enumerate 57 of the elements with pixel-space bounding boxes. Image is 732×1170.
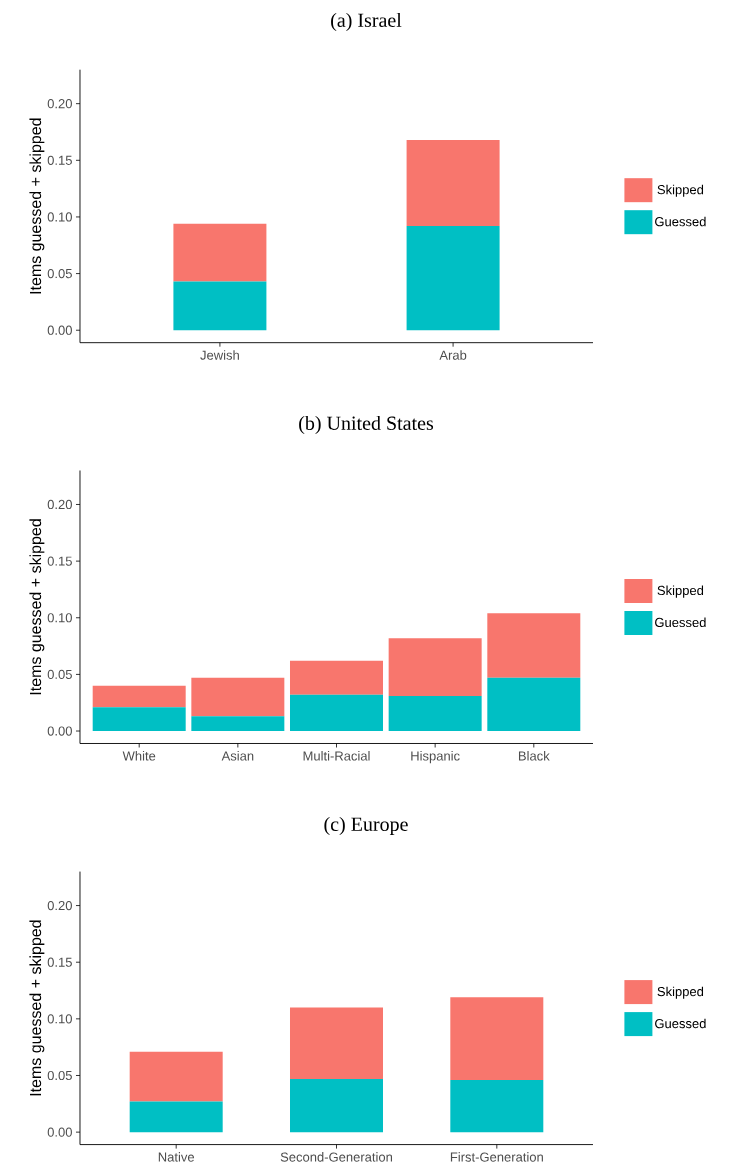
y-tick-label: 0.05	[47, 268, 72, 279]
bar	[388, 638, 482, 696]
y-tick-label: 0.15	[47, 556, 72, 566]
y-tick-label: 0.20	[47, 99, 72, 109]
x-tick-label: Jewish	[200, 350, 239, 360]
bar	[290, 694, 383, 732]
x-tick-label: Second-Generation	[280, 1152, 393, 1162]
bar	[129, 1051, 223, 1102]
y-tick-label: 0.10	[47, 1014, 72, 1024]
bar	[191, 716, 285, 732]
legend-label: Guessed	[655, 617, 706, 628]
legend-label: Guessed	[655, 216, 706, 227]
y-tick-label: 0.15	[47, 155, 72, 165]
y-axis-title: Items guessed + skipped	[29, 118, 45, 294]
y-tick-label: 0.05	[47, 1070, 72, 1081]
y-tick-label: 0.15	[47, 957, 72, 967]
y-tick-label: 0.00	[47, 325, 72, 335]
bar	[129, 1101, 223, 1133]
chart-title: (b) United States	[299, 415, 434, 435]
y-tick-label: 0.10	[47, 613, 72, 623]
y-tick-label: 0.00	[47, 726, 72, 736]
x-tick-label: Native	[158, 1152, 195, 1162]
x-tick-label: Asian	[221, 751, 254, 761]
y-tick-label: 0.00	[47, 1127, 72, 1137]
bar	[173, 281, 267, 331]
bar	[450, 1080, 544, 1133]
y-tick-label: 0.20	[47, 499, 72, 510]
x-tick-label: Arab	[439, 350, 467, 360]
x-tick-label: White	[122, 751, 156, 761]
y-tick-label: 0.10	[47, 212, 72, 222]
bar	[406, 139, 500, 227]
bar	[92, 707, 186, 732]
bar	[290, 1007, 383, 1079]
y-axis-title: Items guessed + skipped	[29, 920, 45, 1096]
bar	[191, 677, 285, 717]
bar	[173, 223, 267, 282]
legend-label: Skipped	[657, 986, 704, 999]
y-axis-title: Items guessed + skipped	[29, 519, 45, 695]
bar	[388, 695, 482, 732]
x-tick-label: Hispanic	[411, 751, 460, 764]
chart-title: (c) Europe	[324, 816, 408, 836]
legend-label: Skipped	[657, 184, 704, 197]
legend-label: Guessed	[655, 1018, 706, 1029]
bar	[406, 226, 500, 331]
bar	[92, 685, 186, 708]
x-tick-label: Black	[518, 751, 550, 761]
legend-label: Skipped	[657, 585, 704, 598]
bar	[487, 613, 581, 678]
bar	[450, 997, 544, 1081]
y-tick-label: 0.05	[47, 669, 72, 679]
y-tick-label: 0.20	[47, 900, 72, 911]
bar	[290, 1078, 383, 1133]
bar	[487, 677, 581, 732]
chart-title: (a) Israel	[331, 12, 402, 32]
x-tick-label: Multi-Racial	[303, 751, 370, 761]
bar	[290, 660, 383, 695]
x-tick-label: First-Generation	[450, 1152, 543, 1162]
